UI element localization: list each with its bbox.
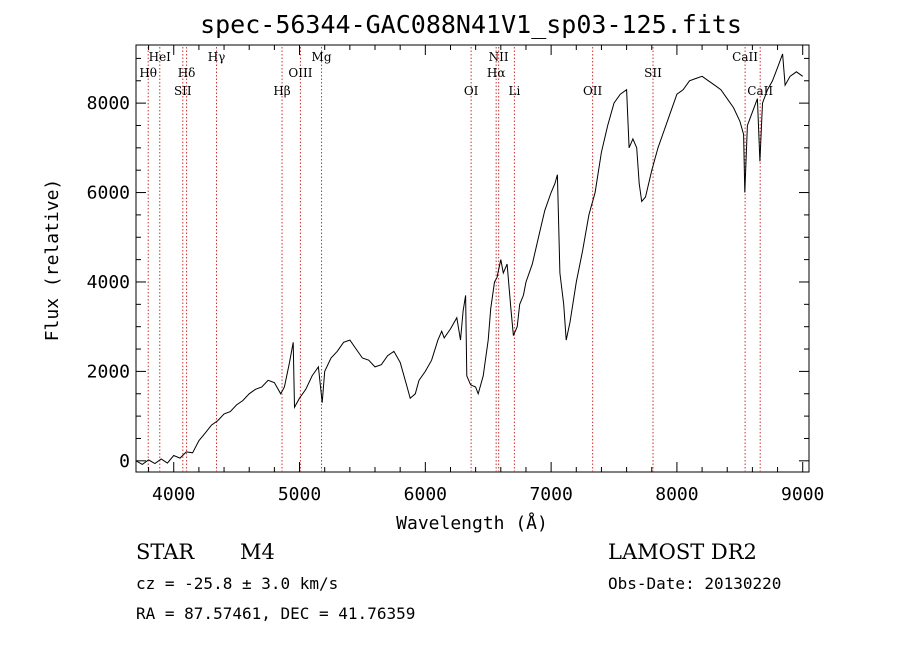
chart-title: spec-56344-GAC088N41V1_sp03-125.fits [200, 10, 742, 39]
plot-frame [135, 44, 810, 473]
line-label: HeI [149, 50, 172, 64]
line-label: SII [644, 66, 662, 80]
object-class: STAR [136, 540, 195, 564]
x-tick-label: 4000 [152, 484, 195, 505]
y-tick-label: 0 [119, 451, 130, 472]
line-label: Hθ [139, 66, 157, 80]
survey-name: LAMOST DR2 [608, 540, 757, 564]
x-axis-label: Wavelength (Å) [396, 512, 548, 534]
y-tick-label: 6000 [87, 183, 130, 204]
line-label: Li [508, 84, 520, 98]
line-label: Hα [487, 66, 506, 80]
line-label: CaII [732, 50, 758, 64]
line-label: CaII [747, 84, 773, 98]
line-label: Mg [312, 50, 332, 64]
line-label: Hβ [273, 84, 290, 98]
x-tick-label: 5000 [278, 484, 321, 505]
x-tick-label: 8000 [655, 484, 698, 505]
object-subclass: M4 [240, 540, 275, 564]
line-label: Hγ [208, 50, 226, 64]
x-tick-label: 9000 [781, 484, 824, 505]
y-tick-label: 4000 [87, 272, 130, 293]
line-label: NII [489, 50, 509, 64]
line-label: Hδ [178, 66, 196, 80]
obs-date: Obs-Date: 20130220 [608, 574, 781, 593]
line-label: SII [174, 84, 192, 98]
line-label: OIII [288, 66, 312, 80]
line-label: OI [464, 84, 479, 98]
x-tick-label: 7000 [529, 484, 572, 505]
y-tick-label: 2000 [87, 361, 130, 382]
axis-ticks: 4000 5000 6000 7000 8000 9000 0 2000 4000 6000 800… [87, 45, 824, 505]
coordinates-text: RA = 87.57461, DEC = 41.76359 [136, 604, 415, 623]
spectrum-line [135, 53, 803, 465]
line-label: OII [583, 84, 603, 98]
y-axis-label: Flux (relative) [42, 179, 63, 342]
x-tick-label: 6000 [404, 484, 447, 505]
redshift-text: cz = -25.8 ± 3.0 km/s [136, 574, 338, 593]
y-tick-label: 8000 [87, 93, 130, 114]
